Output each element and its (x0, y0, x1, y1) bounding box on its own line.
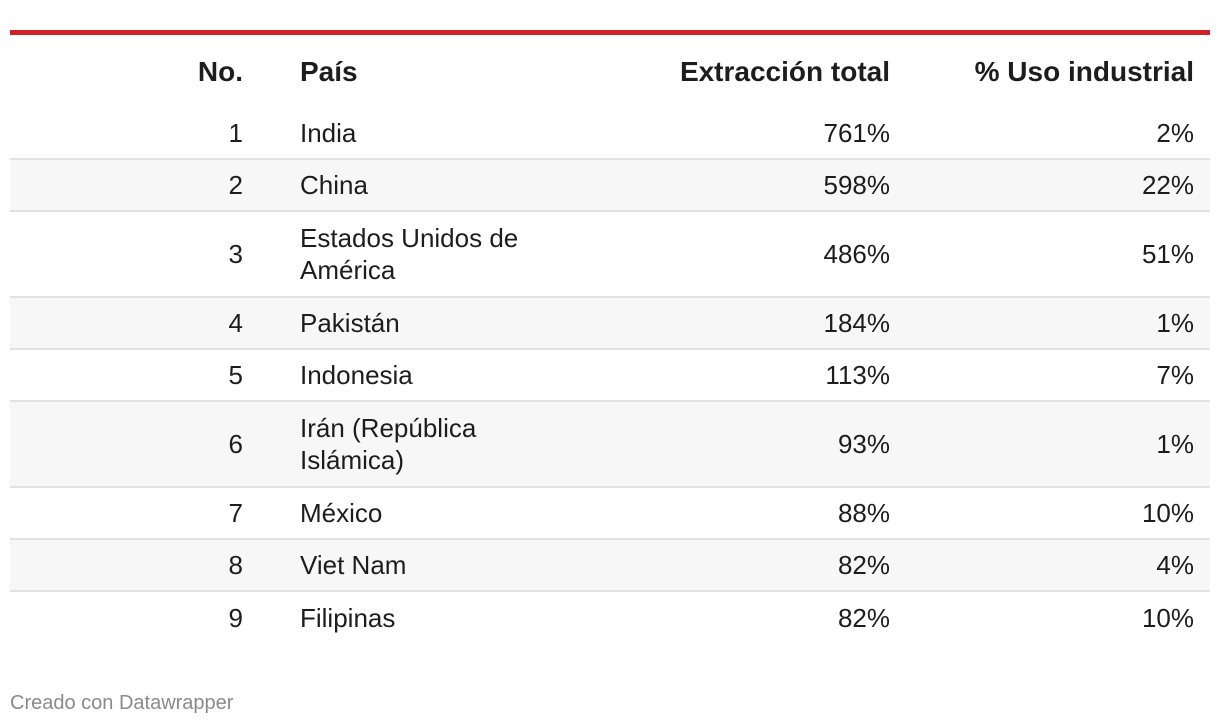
cell-no: 4 (228, 308, 243, 338)
cell-uso-industrial: 7% (1156, 360, 1194, 390)
table-row: 6 Irán (República Islámica) 93% 1% (10, 401, 1210, 487)
cell-pais: Pakistán (245, 297, 575, 349)
cell-uso-industrial: 4% (1156, 550, 1194, 580)
cell-extraccion-total: 184% (823, 308, 891, 338)
cell-pais-text: India (300, 117, 357, 148)
cell-extraccion-total: 761% (823, 117, 891, 148)
cell-pais: Irán (República Islámica) (245, 401, 575, 487)
cell-uso-industrial: 22% (1141, 170, 1194, 200)
footer-credit[interactable]: Creado con Datawrapper (10, 692, 234, 714)
table-row: 8 Viet Nam 82% 4% (10, 539, 1210, 591)
column-header-no[interactable]: No. (197, 56, 243, 87)
table-container: No. País Extracción total % Uso industri… (10, 30, 1210, 643)
table-row: 3 Estados Unidos de América 486% 51% (10, 211, 1210, 297)
header-row: No. País Extracción total % Uso industri… (10, 35, 1210, 107)
cell-uso-industrial: 2% (1156, 117, 1194, 148)
cell-pais-text: México (300, 498, 383, 528)
cell-no: 2 (228, 170, 243, 200)
cell-pais: Indonesia (245, 349, 575, 401)
cell-uso-industrial: 10% (1141, 498, 1194, 528)
cell-no: 7 (228, 498, 243, 528)
cell-no: 8 (228, 550, 243, 580)
table-row: 2 China 598% 22% (10, 159, 1210, 211)
cell-pais-text: Estados Unidos de América (300, 223, 519, 285)
cell-pais-text: Filipinas (300, 602, 396, 633)
cell-uso-industrial: 51% (1141, 239, 1194, 269)
cell-pais-text: China (300, 170, 368, 200)
table-row: 9 Filipinas 82% 10% (10, 591, 1210, 643)
cell-extraccion-total: 598% (823, 170, 891, 200)
table-row: 4 Pakistán 184% 1% (10, 297, 1210, 349)
table-row: 7 México 88% 10% (10, 487, 1210, 539)
cell-extraccion-total: 486% (823, 239, 891, 269)
cell-no: 5 (228, 360, 243, 390)
cell-extraccion-total: 113% (825, 360, 890, 390)
column-header-uso-industrial[interactable]: % Uso industrial (974, 56, 1194, 87)
cell-extraccion-total: 82% (837, 602, 890, 633)
table-body: 1 India 761% 2% 2 China 598% 22% 3 Estad… (10, 107, 1210, 643)
cell-pais: Estados Unidos de América (245, 211, 575, 297)
cell-pais: China (245, 159, 575, 211)
cell-pais: Filipinas (245, 591, 575, 643)
cell-pais: India (245, 107, 575, 159)
cell-pais-text: Pakistán (300, 308, 400, 338)
cell-extraccion-total: 88% (837, 498, 890, 528)
table-row: 5 Indonesia 113% 7% (10, 349, 1210, 401)
cell-extraccion-total: 93% (837, 429, 890, 459)
column-header-extraccion-total[interactable]: Extracción total (679, 56, 890, 87)
column-header-pais[interactable]: País (300, 56, 358, 87)
cell-uso-industrial: 1% (1156, 308, 1194, 338)
cell-no: 3 (228, 239, 243, 269)
accent-top-rule (10, 30, 1210, 35)
table-header: No. País Extracción total % Uso industri… (10, 35, 1210, 107)
cell-pais-text: Irán (República Islámica) (300, 413, 477, 475)
data-table: No. País Extracción total % Uso industri… (10, 35, 1210, 643)
cell-no: 1 (228, 117, 243, 148)
cell-pais: Viet Nam (245, 539, 575, 591)
table-row: 1 India 761% 2% (10, 107, 1210, 159)
cell-uso-industrial: 10% (1141, 602, 1194, 633)
cell-pais: México (245, 487, 575, 539)
cell-pais-text: Indonesia (300, 360, 413, 390)
cell-extraccion-total: 82% (837, 550, 890, 580)
cell-no: 9 (228, 602, 243, 633)
cell-pais-text: Viet Nam (300, 550, 407, 580)
cell-uso-industrial: 1% (1156, 429, 1194, 459)
cell-no: 6 (228, 429, 243, 459)
